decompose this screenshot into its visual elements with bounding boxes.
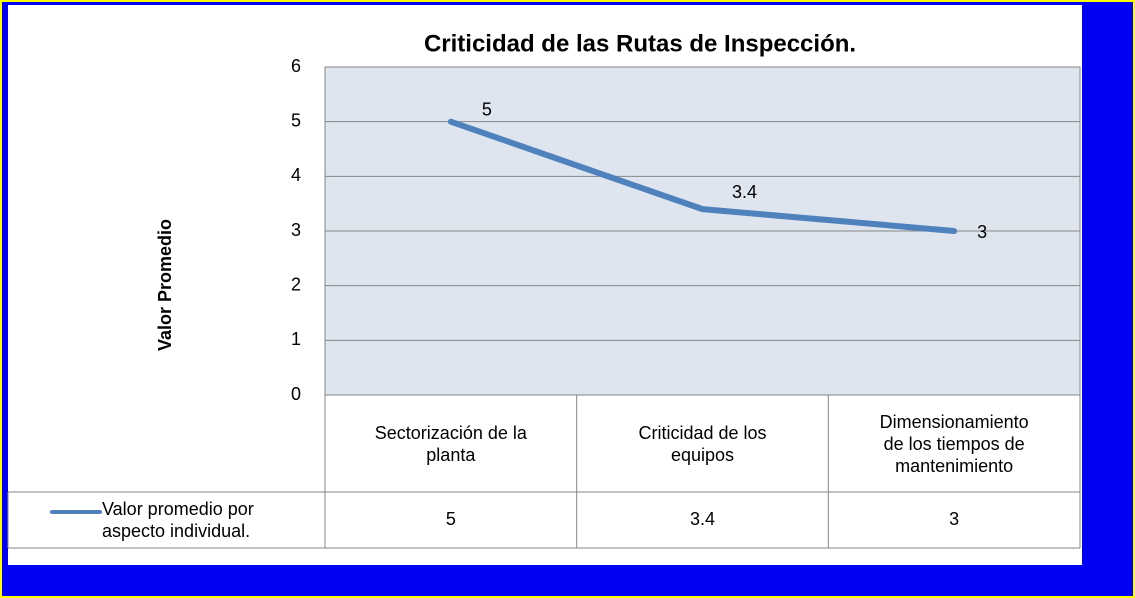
category-label-box: Criticidad de los equipos (577, 395, 829, 492)
table-value: 5 (446, 509, 456, 529)
y-tick-label: 3 (291, 220, 301, 240)
table-value: 3.4 (690, 509, 715, 529)
y-tick-label: 4 (291, 165, 301, 185)
y-tick-label: 2 (291, 274, 301, 294)
data-label: 5 (482, 99, 492, 119)
y-axis-label: Valor Promedio (155, 219, 175, 351)
legend-label: Valor promedio por aspecto individual. (102, 494, 272, 546)
category-label: Sectorización de la planta (325, 395, 577, 492)
y-tick-label: 6 (291, 56, 301, 76)
y-tick-label: 1 (291, 329, 301, 349)
category-label: Dimensionamiento de los tiempos de mante… (828, 395, 1080, 492)
category-label-box: Sectorización de la planta (325, 395, 577, 492)
data-label: 3 (977, 222, 987, 242)
data-label: 3.4 (732, 182, 757, 202)
series-line (447, 118, 958, 234)
y-tick-label: 5 (291, 110, 301, 130)
category-label-text: Dimensionamiento de los tiempos de mante… (879, 411, 1029, 476)
table-value: 3 (949, 509, 959, 529)
chart-title: Criticidad de las Rutas de Inspección. (424, 30, 856, 57)
category-label-box: Dimensionamiento de los tiempos de mante… (828, 395, 1080, 492)
legend-label-box: Valor promedio por aspecto individual. (102, 494, 272, 546)
y-tick-label: 0 (291, 384, 301, 404)
category-label-text: Sectorización de la planta (374, 422, 527, 465)
category-label-text: Criticidad de los equipos (638, 422, 767, 465)
category-label: Criticidad de los equipos (577, 395, 829, 492)
legend-label-text: Valor promedio por aspecto individual. (102, 499, 254, 541)
